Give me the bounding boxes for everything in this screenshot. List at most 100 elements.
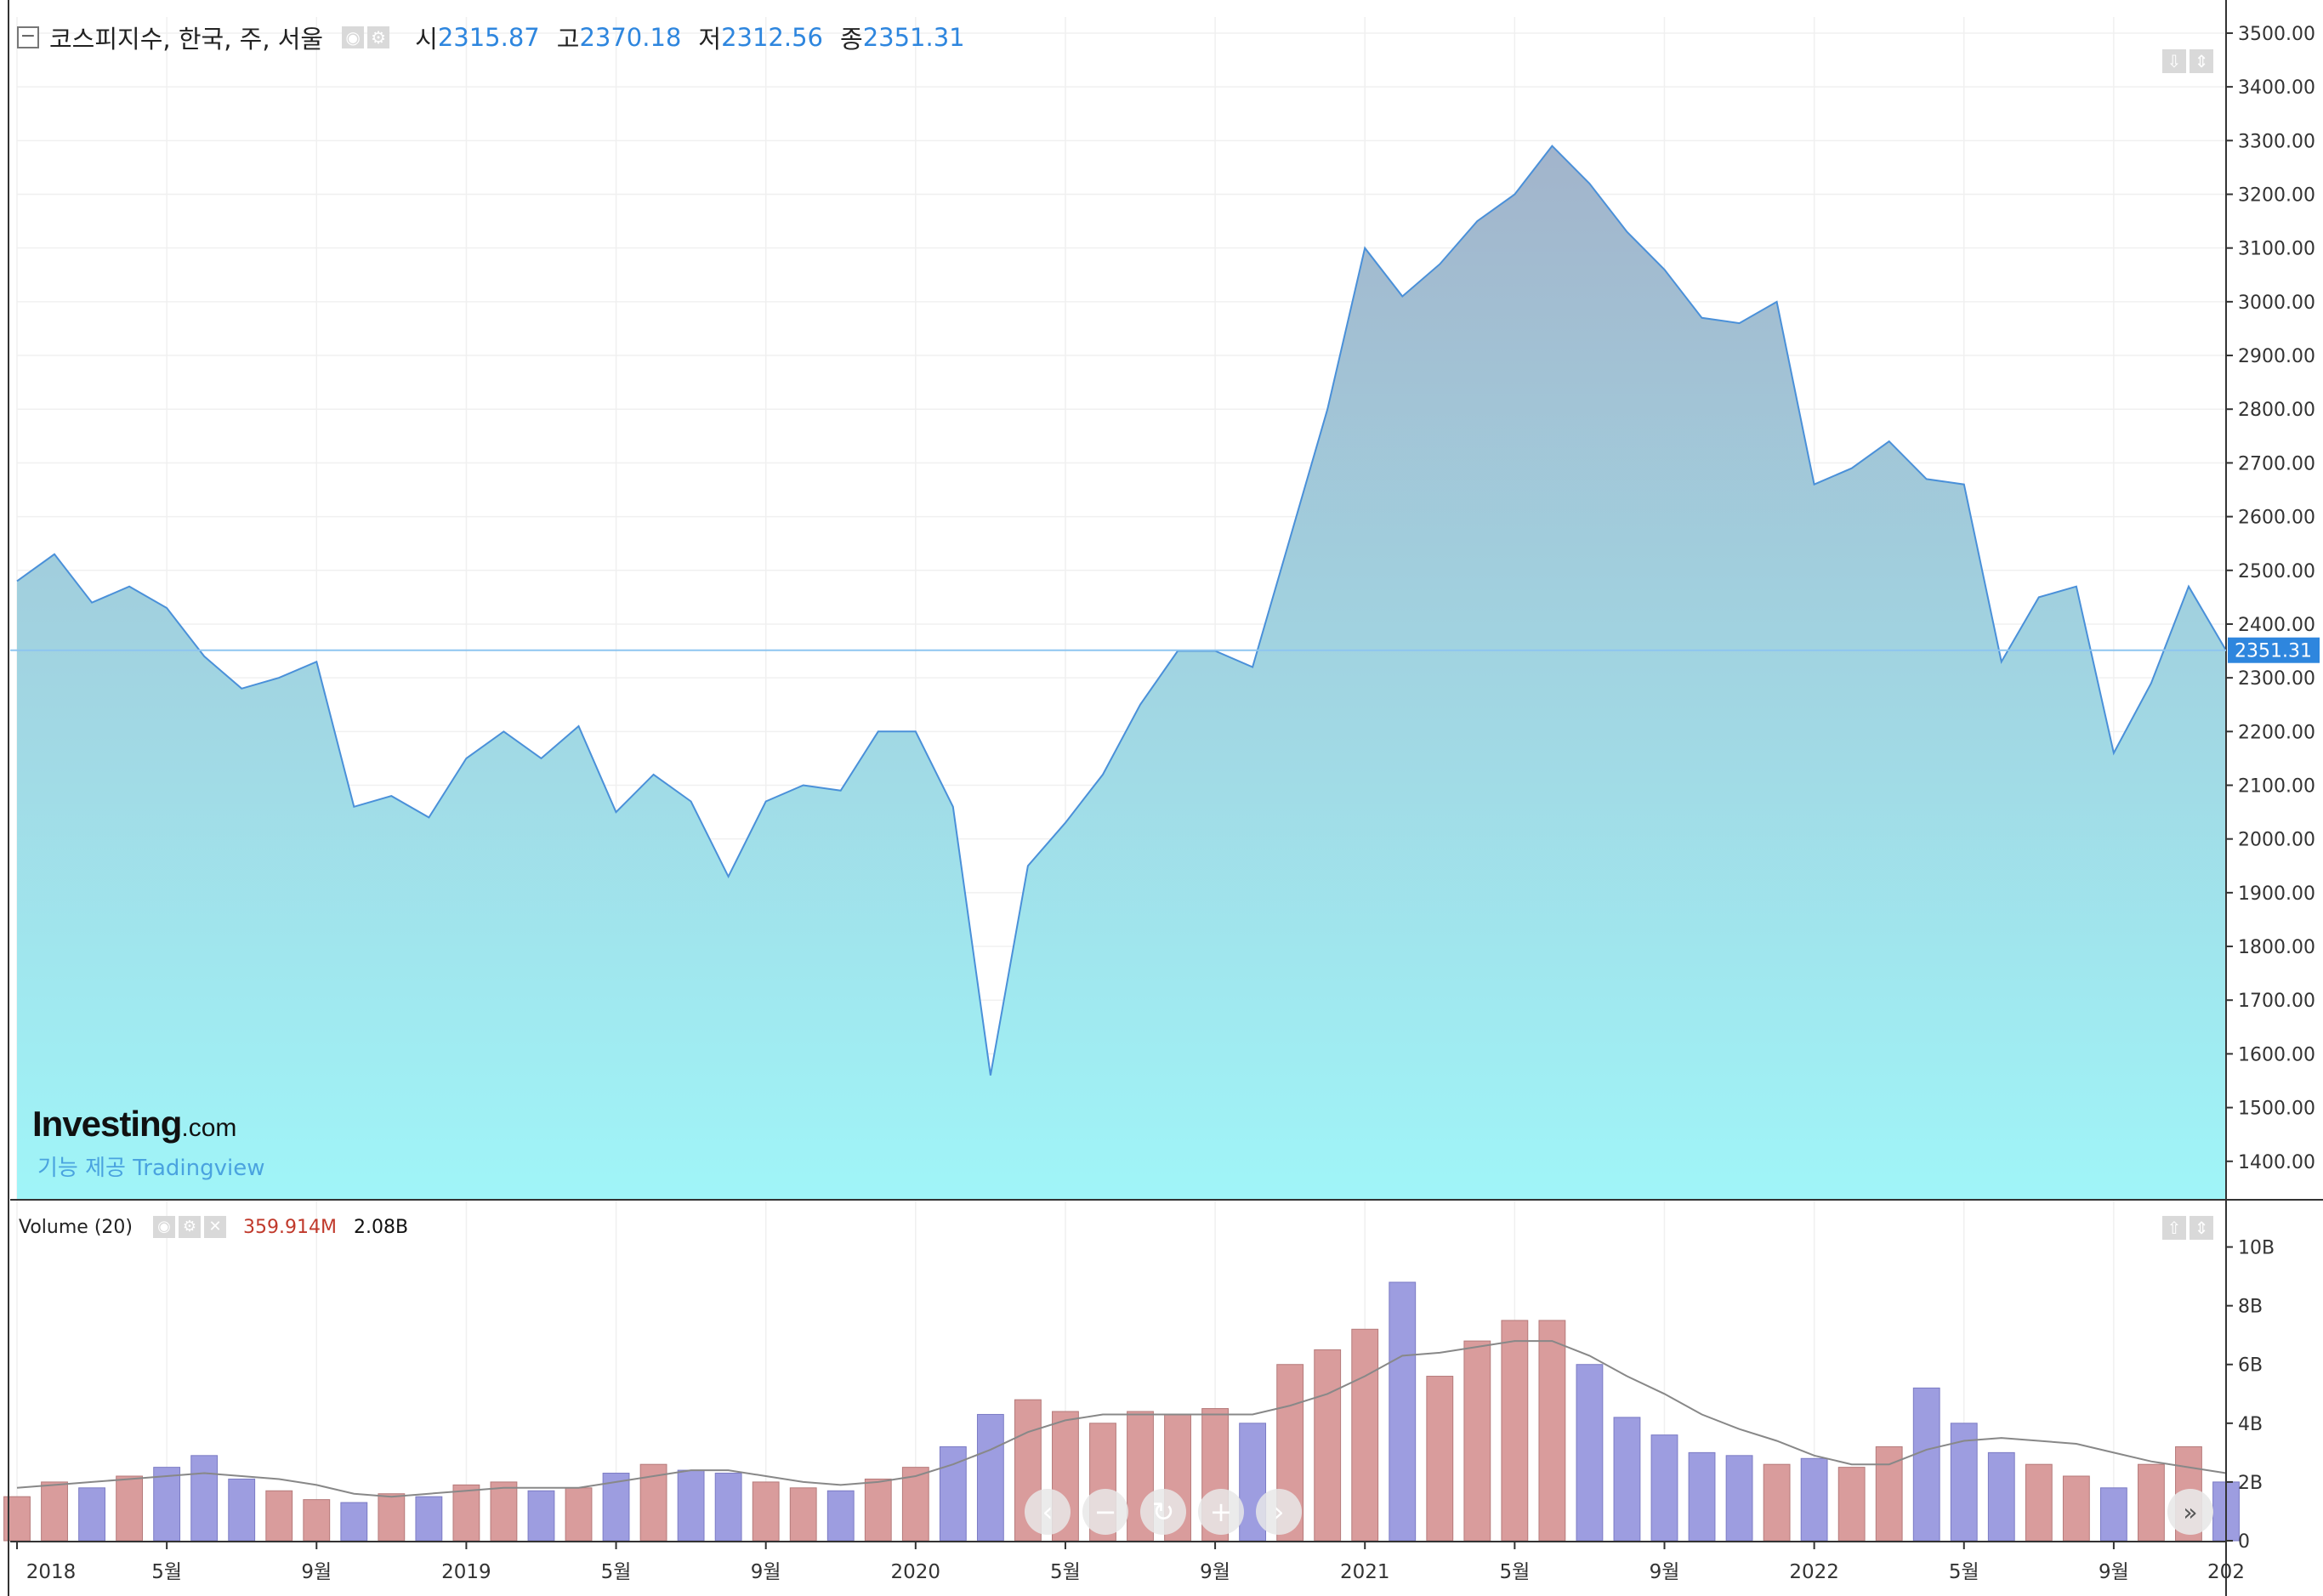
zoom-out-button-label: − [1094, 1496, 1117, 1528]
volume-header: Volume (20) ◉ ⚙ ✕ 359.914M 2.08B [19, 1214, 408, 1240]
price-tick-label: 1800.00 [2238, 937, 2315, 958]
price-tick-label: 1600.00 [2238, 1044, 2315, 1065]
volume-bar [1650, 1434, 1678, 1542]
last-price-marker: 2351.31 [10, 637, 2320, 663]
close-label: 종 [840, 25, 863, 54]
volume-bar [2099, 1487, 2127, 1542]
price-tick-label: 2200.00 [2238, 722, 2315, 743]
volume-visibility-icon[interactable]: ◉ [152, 1216, 175, 1238]
zoom-in-button[interactable]: + [1198, 1489, 1244, 1535]
volume-bar [1576, 1364, 1604, 1542]
expand-vertical-icon[interactable]: ⇕ [2190, 49, 2213, 73]
pane-controls-top: ⇩ ⇕ [2162, 49, 2213, 73]
volume-bar [1389, 1281, 1417, 1542]
close-value: 2351.31 [862, 23, 965, 52]
time-tick-label: 5월 [151, 1561, 182, 1583]
chart-header: − 코스피지수, 한국, 주, 서울 ◉ ⚙ 시 2315.87 고 2370.… [17, 19, 965, 56]
time-tick-label: 9월 [1650, 1561, 1680, 1583]
volume-bar [1127, 1411, 1154, 1542]
volume-bar [415, 1496, 443, 1542]
volume-bar [901, 1467, 929, 1542]
volume-bar [864, 1478, 892, 1542]
logo-suffix: .com [181, 1114, 237, 1142]
time-tick-label: 2018 [26, 1561, 77, 1583]
volume-bar [1538, 1320, 1566, 1542]
volume-current-value: 359.914M [242, 1216, 337, 1238]
price-tick-label: 3300.00 [2238, 131, 2315, 152]
collapse-button[interactable]: − [17, 26, 39, 48]
scroll-right-button-label: › [1274, 1496, 1285, 1528]
chart-navigation[interactable]: ‹ − ↻ + › » [1025, 1489, 2213, 1535]
price-tick-label: 2600.00 [2238, 508, 2315, 529]
volume-settings-icon[interactable]: ⚙ [178, 1216, 201, 1238]
settings-gear-icon[interactable]: ⚙ [367, 26, 390, 48]
volume-bar [1314, 1349, 1342, 1542]
volume-bar [2062, 1475, 2090, 1542]
volume-bar [153, 1467, 181, 1542]
price-tick-label: 1700.00 [2238, 991, 2315, 1012]
volume-bar [378, 1493, 406, 1542]
time-axis-ticks: 2018 5월 9월 2019 5월 9월 2020 5월 9월 2021 5월 9월 2022 5월 9월… [16, 1542, 2245, 1583]
price-tick-label: 2700.00 [2238, 453, 2315, 474]
price-line [16, 145, 2227, 1076]
volume-bar [78, 1487, 105, 1542]
scroll-to-latest-button[interactable]: » [2167, 1489, 2213, 1535]
scroll-left-button[interactable]: ‹ [1025, 1489, 1071, 1535]
zoom-out-button[interactable]: − [1082, 1489, 1128, 1535]
volume-bar [565, 1487, 593, 1542]
volume-bar [1351, 1328, 1379, 1542]
volume-ma-value: 2.08B [353, 1216, 409, 1238]
reset-button[interactable]: ↻ [1140, 1489, 1186, 1535]
scroll-left-button-label: ‹ [1042, 1496, 1054, 1528]
volume-bar [190, 1455, 219, 1542]
time-tick-label: 2020 [891, 1561, 941, 1583]
price-tick-label: 2900.00 [2238, 346, 2315, 367]
scroll-down-icon[interactable]: ⇩ [2162, 49, 2186, 73]
volume-bar [602, 1473, 630, 1542]
price-tick-label: 2800.00 [2238, 400, 2315, 421]
price-tick-label: 3500.00 [2238, 24, 2315, 45]
volume-bar [1426, 1376, 1454, 1542]
move-up-icon[interactable]: ⇧ [2162, 1216, 2186, 1240]
volume-bar [340, 1502, 368, 1542]
price-tick-label: 3000.00 [2238, 293, 2315, 314]
volume-bar [41, 1481, 68, 1542]
volume-tick-label: 6B [2238, 1355, 2263, 1377]
volume-ma-path [16, 1340, 2227, 1498]
high-label: 고 [556, 25, 580, 54]
time-tick-label: 9월 [301, 1561, 332, 1583]
volume-bar [265, 1490, 293, 1542]
time-tick-label: 2021 [1340, 1561, 1390, 1583]
volume-bar [2025, 1463, 2053, 1542]
volume-axis-ticks: 10B 8B 6B 4B 2B 0 [2226, 1238, 2275, 1553]
price-tick-label: 1900.00 [2238, 883, 2315, 905]
volume-bar [228, 1478, 256, 1542]
visibility-icon[interactable]: ◉ [342, 26, 365, 48]
time-tick-label: 2019 [441, 1561, 491, 1583]
symbol-title: 코스피지수, 한국, 주, 서울 [49, 25, 324, 54]
volume-bar [527, 1490, 555, 1542]
low-label: 저 [698, 25, 722, 54]
low-value: 2312.56 [721, 23, 823, 52]
expand-vertical-volume-icon[interactable]: ⇕ [2190, 1216, 2213, 1240]
volume-bar [1613, 1417, 1641, 1542]
volume-bar [826, 1490, 855, 1542]
volume-bar [976, 1413, 1004, 1542]
volume-tick-label: 2B [2238, 1473, 2263, 1494]
volume-bar [1800, 1457, 1828, 1542]
volume-close-icon[interactable]: ✕ [203, 1216, 226, 1238]
volume-ma-line [16, 1340, 2227, 1498]
axes [8, 0, 2323, 1596]
volume-bar [752, 1481, 780, 1542]
volume-bar [303, 1499, 331, 1542]
time-tick-label: 5월 [601, 1561, 632, 1583]
volume-bar [1463, 1340, 1491, 1542]
time-tick-label: 9월 [1200, 1561, 1230, 1583]
volume-bar [1987, 1451, 2015, 1542]
last-price-badge [2228, 637, 2320, 663]
price-tick-label: 1400.00 [2238, 1152, 2315, 1173]
scroll-right-button[interactable]: › [1256, 1489, 1302, 1535]
price-tick-label: 2000.00 [2238, 830, 2315, 851]
volume-tick-label: 10B [2238, 1238, 2275, 1259]
